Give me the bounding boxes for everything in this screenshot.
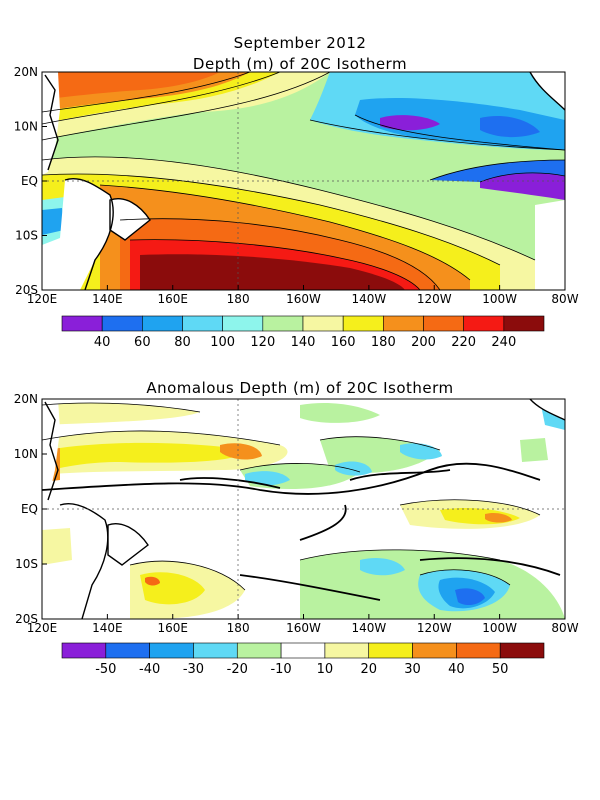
top-map-lon-labels: 120E 140E 160E 180 160W 140W 120W 100W 80W [27,285,579,306]
top-map-title-line1: September 2012 [233,34,367,52]
bottom-map-colorbar: -50 -40 -30 -20 -10 10 20 30 40 50 [61,642,545,677]
colorbar-label: 60 [134,335,151,350]
colorbar-swatch [423,315,464,332]
colorbar-swatch [193,642,238,659]
lon-label: 120W [417,292,452,306]
lat-label: EQ [21,502,38,516]
colorbar-swatch [456,642,501,659]
colorbar-label: -10 [270,662,291,677]
colorbar-swatch [61,315,103,332]
colorbar-label: 50 [492,662,509,677]
colorbar-swatch [463,315,505,332]
colorbar-label: -50 [95,662,116,677]
lon-label: 140W [351,621,386,635]
lon-label: 140E [92,292,123,306]
colorbar-label: 240 [491,335,516,350]
bottom-map-title: Anomalous Depth (m) of 20C Isotherm [146,379,454,397]
lat-label: 10S [15,229,38,243]
colorbar-swatch [383,315,424,332]
colorbar-swatch [236,642,282,659]
colorbar-swatch [262,315,304,332]
colorbar-label: 20 [360,662,377,677]
colorbar-swatch [149,642,194,659]
colorbar-swatch [302,315,344,332]
lon-label: 160E [158,621,189,635]
colorbar-label: 10 [317,662,334,677]
bottom-map-lat-labels: 20N 10N EQ 10S 20S [14,392,47,626]
lon-label: 120E [27,621,58,635]
colorbar-label: -30 [183,662,204,677]
colorbar-label: 100 [210,335,235,350]
colorbar-swatch [368,642,413,659]
lon-label: 80W [551,292,578,306]
colorbar-swatch [105,642,150,659]
top-map-title-line2: Depth (m) of 20C Isotherm [192,55,408,73]
lon-label: 180 [227,292,250,306]
colorbar-swatch [503,315,545,332]
lon-label: 80W [551,621,578,635]
lat-label: 20S [15,612,38,626]
lon-label: 100W [482,621,517,635]
colorbar-swatch [101,315,143,332]
colorbar-label: 140 [291,335,316,350]
colorbar-label: 160 [331,335,356,350]
lat-label: 10S [15,557,38,571]
lon-label: 160E [158,292,189,306]
colorbar-swatch [324,642,370,659]
top-map-lat-labels: 20N 10N EQ 10S 20S [14,65,47,297]
colorbar-swatch [142,315,183,332]
lon-label: 140E [92,621,123,635]
colorbar-label: 200 [411,335,436,350]
colorbar-swatch [182,315,223,332]
lat-label: 10N [14,120,38,134]
lat-label: 20S [15,283,38,297]
colorbar-label: 80 [174,335,191,350]
lat-label: 20N [14,392,38,406]
lon-label: 160W [286,292,321,306]
top-map-field [42,72,565,290]
colorbar-label: 180 [371,335,396,350]
colorbar-label: 30 [404,662,421,677]
top-map-colorbar: 40 60 80 100 120 140 160 180 200 220 240 [61,315,545,350]
lon-label: 120E [27,292,58,306]
lon-label: 120W [417,621,452,635]
colorbar-label: 40 [448,662,465,677]
lon-label: 160W [286,621,321,635]
lat-label: EQ [21,174,38,188]
lon-label: 180 [227,621,250,635]
colorbar-swatch [342,315,384,332]
colorbar-swatch [499,642,545,659]
colorbar-swatch [280,642,326,659]
bottom-map-lon-labels: 120E 140E 160E 180 160W 140W 120W 100W 80W [27,614,579,635]
lat-label: 20N [14,65,38,79]
colorbar-swatch [412,642,457,659]
lat-label: 10N [14,447,38,461]
colorbar-swatch [222,315,264,332]
colorbar-label: 220 [451,335,476,350]
colorbar-label: -20 [227,662,248,677]
colorbar-label: 40 [94,335,111,350]
colorbar-swatch [61,642,107,659]
lon-label: 100W [482,292,517,306]
colorbar-label: -40 [139,662,160,677]
lon-label: 140W [351,292,386,306]
colorbar-label: 120 [250,335,275,350]
